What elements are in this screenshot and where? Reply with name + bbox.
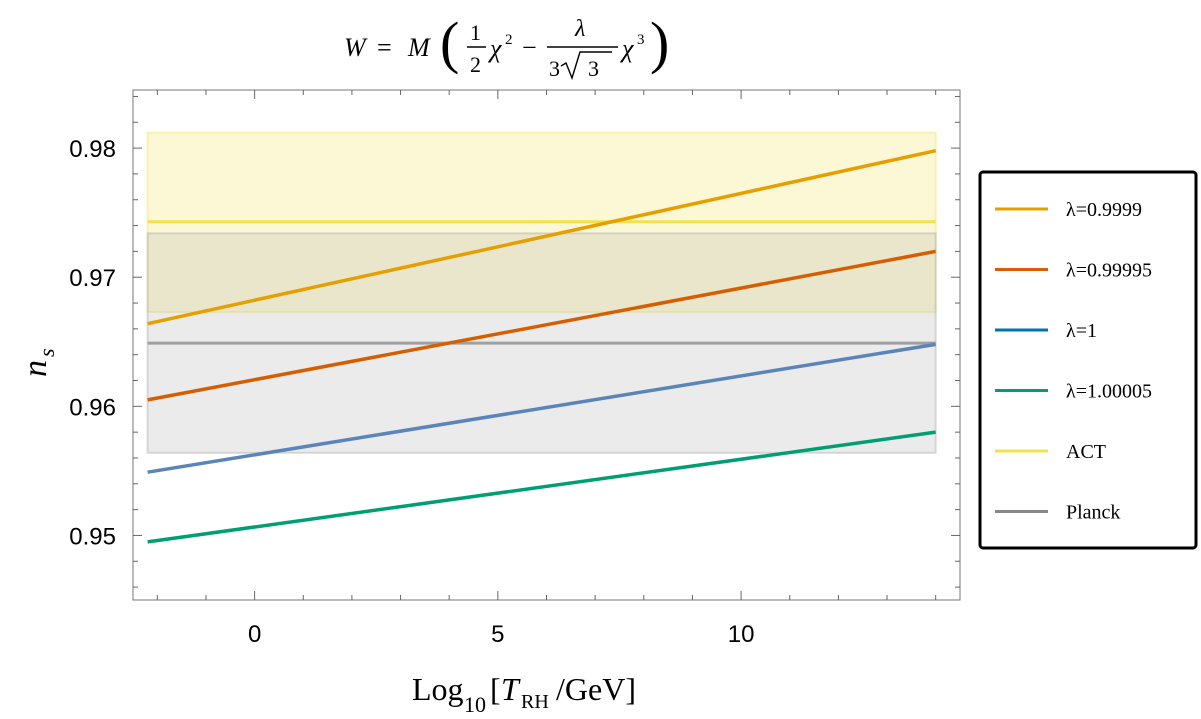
title-three: 3	[549, 56, 560, 81]
x-axis-label-unit: /GeV]	[556, 671, 636, 707]
series-line-3	[147, 342, 936, 474]
title-minus: −	[522, 33, 537, 62]
series-lines	[147, 148, 937, 544]
legend-label: Planck	[1066, 502, 1120, 524]
legend-label: λ=1	[1066, 320, 1097, 342]
x-axis-label-main: Log	[412, 671, 464, 707]
series-line-4	[147, 430, 936, 544]
legend-label: λ=0.9999	[1066, 199, 1142, 221]
series-line-1	[147, 148, 937, 326]
x-tick-label: 5	[491, 621, 504, 648]
legend: λ=0.9999 λ=0.99995 λ=1 λ=1.00005 ACT Planck	[978, 170, 1198, 550]
legend-box	[978, 170, 1198, 550]
x-axis-label-T: T	[501, 671, 521, 707]
title-chi2: χ	[619, 34, 634, 63]
y-axis-label-s: s	[34, 348, 59, 357]
title-exp2: 2	[505, 32, 513, 48]
legend-label: ACT	[1066, 441, 1106, 463]
axis-ticks	[133, 90, 960, 600]
x-tick-label: 10	[728, 621, 755, 648]
title-exp3: 3	[637, 32, 645, 48]
chart-title: W = M ( 1 2 χ 2 − λ 3 3 χ 3 )	[344, 10, 669, 81]
x-axis-label-sub10: 10	[464, 692, 486, 717]
title-sqrt-sign	[560, 51, 612, 81]
title-sqrt-three: 3	[588, 56, 599, 81]
y-tick-label: 0.98	[69, 136, 116, 163]
title-equals: =	[377, 33, 392, 62]
y-tick-label: 0.96	[69, 394, 116, 421]
y-tick-label: 0.97	[69, 265, 116, 292]
x-axis-label-subRH: RH	[521, 691, 549, 713]
title-open-paren: (	[440, 10, 459, 75]
title-lhs: W	[344, 33, 368, 62]
title-half-num: 1	[470, 20, 481, 45]
title-chi1: χ	[487, 34, 502, 63]
x-tick-label: 0	[248, 621, 261, 648]
plot-area: 0 5 10 0.95 0.96 0.97 0.98	[69, 89, 961, 648]
legend-label: λ=0.99995	[1066, 260, 1152, 282]
title-half-den: 2	[470, 52, 481, 77]
legend-label: λ=1.00005	[1066, 381, 1152, 403]
confidence-bands	[146, 131, 937, 454]
y-axis-label: n s	[17, 348, 59, 377]
title-lambda: λ	[574, 16, 585, 42]
y-tick-label: 0.95	[69, 523, 116, 550]
series-line-2	[147, 249, 937, 402]
title-close-paren: )	[650, 10, 669, 75]
x-axis-label-bracket: [	[490, 671, 501, 707]
tick-labels: 0 5 10 0.95 0.96 0.97 0.98	[69, 136, 754, 648]
title-M: M	[407, 33, 431, 62]
y-axis-label-n: n	[17, 360, 54, 377]
